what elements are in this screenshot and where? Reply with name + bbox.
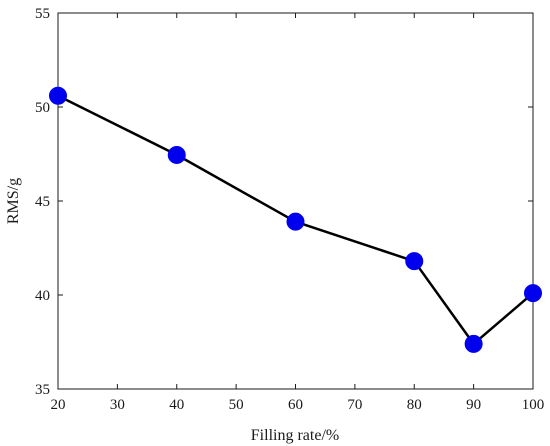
y-tick-label: 45 <box>35 194 50 210</box>
x-tick-label: 70 <box>347 397 362 413</box>
x-tick-label: 100 <box>522 397 545 413</box>
y-axis-label: RMS/g <box>5 178 22 224</box>
series-line <box>57 94 534 346</box>
x-tick-label: 60 <box>288 397 303 413</box>
x-tick-label: 20 <box>51 397 66 413</box>
series-layer <box>49 86 542 353</box>
x-axis-label: Filling rate/% <box>251 427 339 444</box>
data-point <box>524 284 542 303</box>
y-tick-label: 50 <box>35 100 50 116</box>
x-tick-label: 40 <box>169 397 184 413</box>
data-point <box>167 145 186 164</box>
x-axis-ticks: 20 30 40 50 60 70 80 90 100 <box>51 13 545 413</box>
plot-area-border <box>57 12 534 390</box>
x-tick-label: 50 <box>229 397 244 413</box>
y-tick-label: 35 <box>35 382 50 398</box>
data-point <box>464 334 483 353</box>
data-point <box>49 86 67 105</box>
x-tick-label: 30 <box>110 397 125 413</box>
y-axis-ticks: 35 40 45 50 55 <box>35 6 533 398</box>
x-tick-label: 90 <box>466 397 481 413</box>
data-point <box>405 252 424 271</box>
x-tick-label: 80 <box>407 397 422 413</box>
y-tick-label: 55 <box>35 6 50 22</box>
data-point <box>286 212 305 231</box>
y-tick-label: 40 <box>35 288 50 304</box>
